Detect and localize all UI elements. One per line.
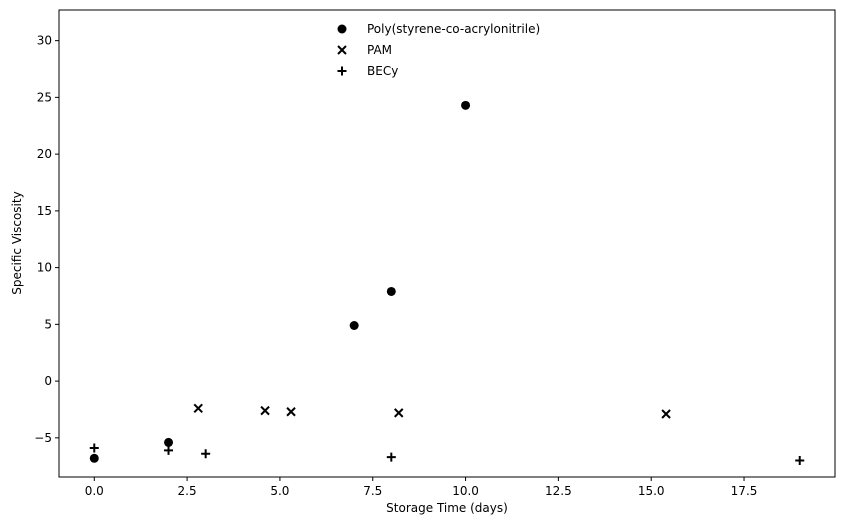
y-tick-label: 30 (37, 34, 52, 48)
series-plus (89, 443, 805, 466)
data-point-x (286, 407, 296, 417)
x-tick-label: 2.5 (178, 484, 197, 498)
data-point-circle (386, 286, 396, 296)
data-point-plus (201, 449, 211, 459)
data-point-x (260, 405, 270, 416)
y-axis-label: Specific Viscosity (10, 191, 24, 294)
x-tick-label: 17.5 (731, 484, 758, 498)
legend-label: PAM (367, 43, 392, 57)
x-tick-label: 0.0 (85, 484, 104, 498)
data-point-plus (89, 443, 99, 453)
data-point-plus (164, 445, 174, 455)
x-tick-label: 5.0 (270, 484, 289, 498)
series-x (193, 403, 671, 419)
data-point-circle (164, 437, 174, 447)
data-point-plus (386, 452, 396, 462)
y-tick-label: 5 (44, 317, 52, 331)
legend-label: BECy (367, 64, 398, 78)
legend: Poly(styrene-co-acrylonitrile) PAM BECy (337, 22, 540, 78)
x-tick-label: 15.0 (638, 484, 665, 498)
data-point-circle (89, 453, 99, 463)
series-circle (89, 100, 471, 463)
legend-label: Poly(styrene-co-acrylonitrile) (367, 22, 540, 36)
x-axis-label: Storage Time (days) (386, 501, 508, 515)
x-tick-label: 7.5 (363, 484, 382, 498)
axes-frame (58, 9, 836, 478)
plot-area (89, 100, 805, 466)
legend-marker-plus (337, 66, 347, 76)
legend-marker-x (337, 45, 347, 55)
data-point-x (193, 403, 203, 414)
data-point-plus (795, 456, 805, 466)
y-tick-label: 10 (37, 261, 52, 275)
y-tick-label: 0 (44, 374, 52, 388)
data-point-x (661, 409, 671, 419)
legend-marker-circle (337, 24, 347, 34)
x-tick-label: 12.5 (545, 484, 572, 498)
x-tick-label: 10.0 (452, 484, 479, 498)
y-tick-label: 15 (37, 204, 52, 218)
data-point-circle (349, 320, 359, 330)
x-axis-ticks: 0.0 2.5 5.0 7.5 10.0 12.5 15.0 17.5 (85, 477, 758, 498)
y-tick-label: 25 (37, 90, 52, 104)
y-tick-label: 20 (37, 147, 52, 161)
y-axis-ticks: −5 0 5 10 15 20 25 30 (34, 34, 59, 445)
data-point-x (394, 408, 404, 418)
data-point-circle (461, 100, 471, 110)
y-tick-label: −5 (34, 431, 52, 445)
